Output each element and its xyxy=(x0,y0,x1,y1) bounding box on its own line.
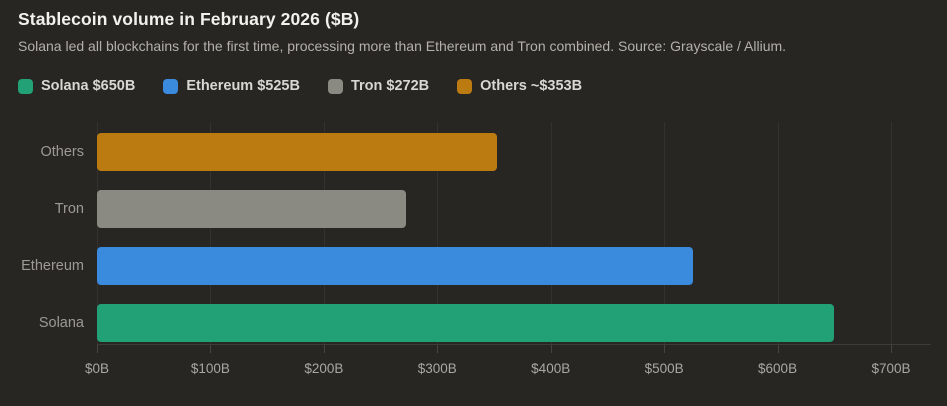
bar-solana[interactable] xyxy=(97,304,834,342)
x-axis-tick xyxy=(437,345,439,353)
legend-item-others: Others ~$353B xyxy=(457,78,582,94)
bar-ethereum[interactable] xyxy=(97,247,693,285)
x-axis-tick-label: $400B xyxy=(531,361,571,376)
chart-title: Stablecoin volume in February 2026 ($B) xyxy=(18,9,360,29)
category-label-others: Others xyxy=(40,144,84,160)
x-axis-tick xyxy=(550,345,552,353)
category-label-solana: Solana xyxy=(38,315,84,331)
gridline xyxy=(97,122,98,344)
legend-item-ethereum: Ethereum $525B xyxy=(163,78,300,94)
legend-swatch-icon xyxy=(457,78,473,94)
gridline xyxy=(323,122,325,344)
x-axis-tick xyxy=(210,345,212,353)
x-axis-tick-label: $600B xyxy=(758,361,798,376)
category-label-ethereum: Ethereum xyxy=(21,258,84,274)
x-axis-tick-label: $100B xyxy=(190,361,230,376)
legend-label: Ethereum $525B xyxy=(186,78,300,94)
legend-item-solana: Solana $650B xyxy=(18,78,135,94)
gridline xyxy=(664,122,666,344)
x-axis-tick-label: $200B xyxy=(304,361,344,376)
legend-swatch-icon xyxy=(163,78,179,94)
legend-swatch-icon xyxy=(327,78,343,94)
x-axis-tick xyxy=(777,345,779,353)
legend: Solana $650B Ethereum $525B Tron $272B Othe… xyxy=(18,78,582,94)
x-axis-tick xyxy=(323,345,325,353)
legend-swatch-icon xyxy=(18,78,33,94)
bar-tron[interactable] xyxy=(97,190,406,228)
x-axis-tick-label: $700B xyxy=(871,361,911,376)
gridline xyxy=(210,122,212,344)
gridline xyxy=(437,122,439,344)
legend-label: Solana $650B xyxy=(41,78,136,94)
x-axis-tick xyxy=(891,345,892,353)
x-axis-tick-label: $500B xyxy=(644,361,684,376)
x-axis-tick xyxy=(97,345,98,353)
category-label-tron: Tron xyxy=(54,201,84,217)
gridline xyxy=(550,122,552,344)
x-axis-tick xyxy=(664,345,666,353)
x-axis-tick-label: $0B xyxy=(84,361,110,376)
legend-label: Others ~$353B xyxy=(480,78,583,94)
x-axis-line xyxy=(97,344,931,345)
bar-others[interactable] xyxy=(97,133,497,171)
gridline xyxy=(777,122,779,344)
gridline xyxy=(891,122,892,344)
legend-item-tron: Tron $272B xyxy=(327,78,430,94)
x-axis-tick-label: $300B xyxy=(417,361,457,376)
legend-label: Tron $272B xyxy=(350,78,430,94)
chart-subtitle: Solana led all blockchains for the first… xyxy=(18,38,787,54)
